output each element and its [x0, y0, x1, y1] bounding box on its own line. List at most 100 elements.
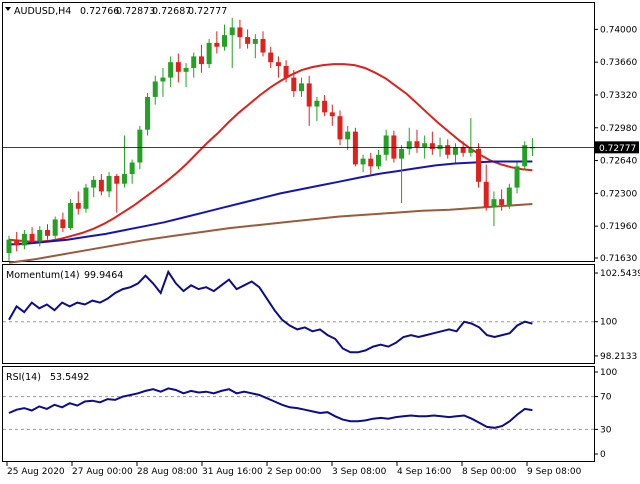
rsi-panel-frame: [2, 366, 595, 462]
candle-body: [422, 143, 428, 148]
candle-body: [175, 62, 181, 72]
candle-body: [121, 174, 127, 184]
time-tick-label: 25 Aug 2020: [7, 467, 65, 477]
candle-body: [245, 37, 251, 44]
rsi-axis: 100 70 30 0: [3, 368, 617, 460]
candle-body: [229, 27, 235, 36]
candle-body: [514, 166, 520, 188]
candle-body: [445, 145, 451, 155]
momentum-tick-label: 98.2133: [600, 352, 637, 362]
time-tick-label: 3 Sep 08:00: [332, 467, 387, 477]
candle-body: [306, 83, 312, 107]
candle-body: [360, 158, 366, 165]
candle-body: [506, 187, 512, 205]
ohlc-high: 0.72873: [116, 6, 155, 17]
candle-body: [160, 77, 166, 82]
candle-body: [21, 233, 27, 246]
symbol-title: AUDUSD,H4: [14, 6, 71, 17]
time-tick-label: 31 Aug 16:00: [202, 467, 263, 477]
candle-body: [368, 158, 374, 167]
time-tick-label: 2 Sep 00:00: [267, 467, 322, 477]
rsi-tick-label: 70: [600, 393, 612, 403]
candle-body: [114, 176, 120, 184]
candle-body: [206, 42, 212, 65]
candle-body: [29, 233, 35, 242]
candle-body: [129, 162, 135, 175]
candle-body: [406, 141, 412, 149]
candle-body: [468, 148, 474, 153]
price-tick-label: 0.72640: [600, 157, 637, 167]
candle-body: [222, 35, 228, 47]
candle-body: [137, 129, 143, 163]
ohlc-open: 0.72766: [80, 6, 119, 17]
candle-body: [198, 56, 204, 65]
candle-body: [452, 147, 458, 155]
rsi-label: RSI(14): [6, 372, 41, 383]
candle-body: [345, 131, 351, 140]
momentum-panel-frame: [2, 264, 595, 364]
candle-body: [237, 27, 243, 38]
rsi-series: [8, 387, 533, 429]
candle-body: [491, 199, 497, 207]
price-tick-label: 0.73660: [600, 58, 637, 68]
ohlc-low: 0.72687: [152, 6, 191, 17]
time-axis: 25 Aug 2020 27 Aug 00:00 28 Aug 08:00 31 Au…: [6, 462, 582, 477]
candle-body: [14, 239, 20, 246]
momentum-tick-label: 102.5439: [600, 269, 640, 279]
candle-body: [191, 56, 197, 68]
triangle-down-icon[interactable]: [5, 7, 11, 11]
moving-average-line: [8, 63, 533, 243]
time-tick-label: 8 Sep 00:00: [462, 467, 517, 477]
candle-body: [529, 147, 535, 149]
candle-body: [260, 39, 266, 53]
time-tick-label: 27 Aug 00:00: [72, 467, 133, 477]
candle-body: [399, 148, 405, 159]
price-axis: 0.74000 0.73660 0.73320 0.72980 0.72640 0.723…: [594, 25, 637, 264]
time-tick-label: 4 Sep 16:00: [397, 467, 452, 477]
candle-body: [275, 62, 281, 67]
current-price-tag: [595, 141, 639, 154]
candle-body: [429, 143, 435, 149]
candle-body: [499, 199, 505, 205]
candle-body: [68, 203, 74, 229]
moving-average-line: [8, 160, 533, 246]
rsi-line: [8, 387, 533, 429]
candle-body: [329, 112, 335, 117]
candle-body: [337, 116, 343, 140]
candle-body: [168, 62, 174, 78]
candle-body: [291, 77, 297, 92]
candle-body: [6, 239, 12, 254]
candle-body: [98, 179, 104, 192]
candle-body: [91, 179, 97, 188]
price-tick-label: 0.71960: [600, 222, 637, 232]
candle-body: [60, 219, 66, 229]
candle-body: [183, 67, 189, 72]
candle-body: [383, 135, 389, 155]
candle-body: [414, 141, 420, 148]
candle-body: [322, 100, 328, 113]
momentum-line: [8, 269, 533, 354]
candle-body: [44, 230, 50, 236]
candle-body: [299, 83, 304, 92]
rsi-tick-label: 30: [600, 425, 612, 435]
price-tick-label: 0.71630: [600, 254, 637, 264]
candle-body: [522, 145, 528, 167]
momentum-tick-label: 100: [600, 318, 617, 328]
candle-body: [37, 230, 43, 242]
candle-body: [460, 147, 466, 153]
time-tick-label: 9 Sep 08:00: [527, 467, 582, 477]
rsi-tick-label: 100: [600, 368, 617, 378]
rsi-value: 53.5492: [50, 372, 89, 383]
price-tick-label: 0.72300: [600, 189, 637, 199]
candle-body: [214, 42, 220, 47]
candle-body: [476, 148, 482, 182]
candle-body: [314, 100, 320, 107]
price-tick-label: 0.73320: [600, 91, 637, 101]
rsi-tick-label: 0: [600, 450, 606, 460]
momentum-axis: 102.5439 100 98.2133: [3, 269, 640, 362]
time-tick-label: 28 Aug 08:00: [137, 467, 198, 477]
candle-body: [52, 219, 58, 236]
candle-body: [75, 203, 81, 209]
price-tick-label: 0.72980: [600, 124, 637, 134]
